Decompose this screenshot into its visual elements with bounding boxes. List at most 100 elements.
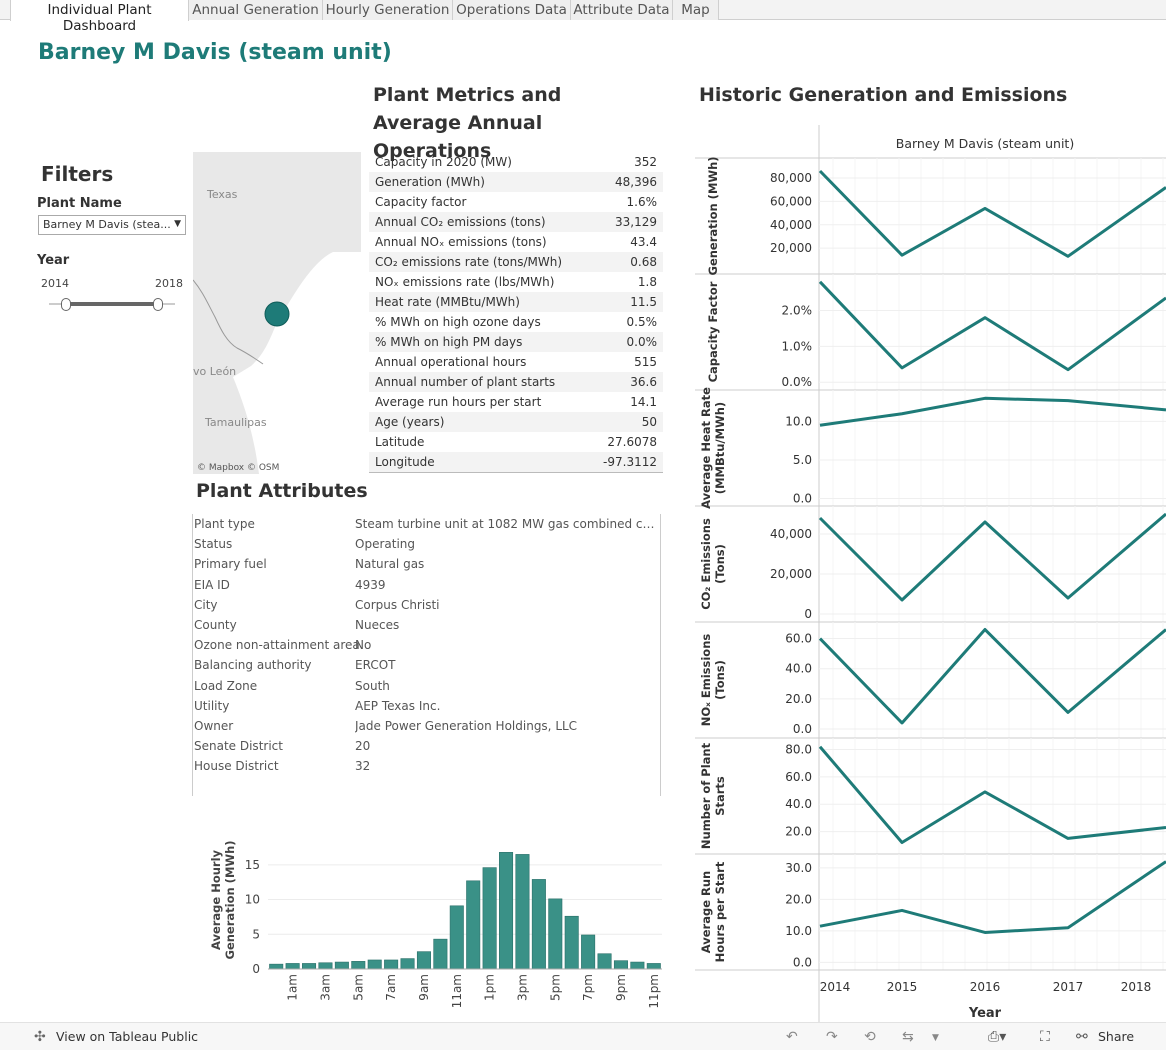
attribute-value: Jade Power Generation Holdings, LLC xyxy=(355,718,578,733)
share-icon[interactable]: ⚯ xyxy=(1076,1029,1088,1045)
y-tick-label: 10 xyxy=(245,893,260,907)
y-axis-label: Average HourlyGeneration (MWh) xyxy=(209,840,237,959)
more-chevron-icon[interactable]: ▼ xyxy=(932,1033,939,1043)
x-tick-label: 9am xyxy=(417,974,431,1001)
tab-individual-plant-dashboard[interactable]: Individual Plant Dashboard xyxy=(10,0,189,34)
hour-bar[interactable] xyxy=(449,905,464,970)
year-slider-max-handle[interactable] xyxy=(153,298,163,311)
refresh-icon[interactable]: ⇆ xyxy=(902,1029,914,1045)
plant-location-map[interactable]: Texas vo León Tamaulipas © Mapbox © OSM xyxy=(193,152,361,474)
series-line[interactable] xyxy=(818,169,1166,258)
hour-bar[interactable] xyxy=(630,961,645,970)
chevron-down-icon: ▼ xyxy=(174,219,181,229)
hour-bar[interactable] xyxy=(646,963,661,970)
attribute-label: Status xyxy=(194,537,233,552)
metric-label: Annual CO₂ emissions (tons) xyxy=(375,215,546,229)
tab-hourly-generation[interactable]: Hourly Generation xyxy=(323,0,453,20)
attribute-label: Primary fuel xyxy=(194,557,267,572)
attribute-row: Status Operating xyxy=(193,534,660,554)
revert-icon[interactable]: ⟲ xyxy=(864,1029,876,1045)
y-tick-label: 0.0% xyxy=(782,375,813,389)
x-tick-label: 7pm xyxy=(581,974,595,1001)
plant-name-dropdown[interactable]: Barney M Davis (stea... ▼ xyxy=(38,215,186,235)
hour-bar[interactable] xyxy=(269,963,284,970)
series-line[interactable] xyxy=(819,396,1166,427)
metric-label: Annual operational hours xyxy=(375,355,527,369)
share-button[interactable]: Share xyxy=(1098,1029,1135,1044)
metric-value: 1.8 xyxy=(637,275,657,289)
redo-icon[interactable]: ↷ xyxy=(826,1029,838,1045)
tab-attribute-data[interactable]: Attribute Data xyxy=(571,0,673,20)
y-tick-label: 10.0 xyxy=(785,414,812,428)
panel-y-label-line: (MMBtu/MWh) xyxy=(713,402,727,494)
x-tick-label: 2016 xyxy=(970,980,1001,994)
metric-value: 352 xyxy=(634,155,657,169)
attribute-label: Senate District xyxy=(194,739,283,754)
hour-bar[interactable] xyxy=(384,959,399,970)
hour-bar[interactable] xyxy=(302,963,317,970)
series-line[interactable] xyxy=(818,512,1166,602)
hour-bar[interactable] xyxy=(482,867,497,970)
y-tick-label: 40,000 xyxy=(770,218,812,232)
hour-bar[interactable] xyxy=(351,961,366,970)
undo-icon[interactable]: ↶ xyxy=(786,1029,798,1045)
map-label-tamaulipas: Tamaulipas xyxy=(204,416,267,429)
year-slider-min-handle[interactable] xyxy=(61,298,71,311)
y-tick-label: 60.0 xyxy=(785,770,812,784)
series-line[interactable] xyxy=(818,628,1166,725)
download-icon[interactable]: ⎙▾ xyxy=(988,1029,1007,1045)
metric-value: 0.68 xyxy=(630,255,657,269)
hour-bar[interactable] xyxy=(466,880,481,970)
attribute-row: Senate District 20 xyxy=(193,736,660,756)
metric-row: Longitude -97.3112 xyxy=(369,452,663,472)
hour-bar[interactable] xyxy=(400,958,415,970)
hour-bar[interactable] xyxy=(334,961,349,970)
attribute-row: Plant type Steam turbine unit at 1082 MW … xyxy=(193,514,661,534)
metric-label: CO₂ emissions rate (tons/MWh) xyxy=(375,255,563,269)
plant-location-marker[interactable] xyxy=(264,301,290,327)
series-line[interactable] xyxy=(818,745,1166,845)
x-tick-label: 1pm xyxy=(483,974,497,1001)
tab-operations-data[interactable]: Operations Data xyxy=(453,0,571,20)
y-tick-label: 10.0 xyxy=(785,924,812,938)
map-canvas: Texas vo León Tamaulipas © Mapbox © OSM xyxy=(193,152,361,474)
hour-bar[interactable] xyxy=(515,854,530,970)
hour-bar[interactable] xyxy=(285,963,300,970)
hour-bar[interactable] xyxy=(564,915,579,970)
hour-bar[interactable] xyxy=(433,938,448,970)
hour-bar[interactable] xyxy=(548,898,563,970)
hour-bar[interactable] xyxy=(613,960,628,970)
view-on-tableau-link[interactable]: View on Tableau Public xyxy=(56,1029,199,1044)
x-axis-label: Year xyxy=(968,1006,1002,1021)
y-tick-label: 20.0 xyxy=(785,892,812,906)
fullscreen-icon[interactable]: ⛶ xyxy=(1040,1029,1050,1045)
hour-bar[interactable] xyxy=(416,951,431,970)
attributes-title: Plant Attributes xyxy=(196,480,368,502)
metric-row: Annual operational hours 515 xyxy=(369,352,663,372)
y-tick-label: 40,000 xyxy=(770,527,812,541)
attribute-row: Owner Jade Power Generation Holdings, LLC xyxy=(193,716,660,736)
y-tick-label: 0 xyxy=(804,607,812,621)
series-line[interactable] xyxy=(819,860,1166,934)
series-line[interactable] xyxy=(818,280,1166,372)
plant-name-label: Plant Name xyxy=(37,196,122,211)
metric-label: Average run hours per start xyxy=(375,395,542,409)
panel-y-label: Generation (MWh) xyxy=(706,156,720,275)
page-title: Barney M Davis (steam unit) xyxy=(38,40,392,65)
attributes-table: Plant type Steam turbine unit at 1082 MW … xyxy=(192,514,661,796)
hour-bar[interactable] xyxy=(499,852,514,970)
hour-bar[interactable] xyxy=(318,962,333,970)
metric-value: 50 xyxy=(641,415,657,429)
hour-bar[interactable] xyxy=(597,953,612,970)
map-water xyxy=(233,252,361,474)
panel-y-label: Number of PlantStarts xyxy=(699,742,727,849)
metric-label: % MWh on high ozone days xyxy=(375,315,541,329)
tab-annual-generation[interactable]: Annual Generation xyxy=(189,0,323,20)
metric-value: 0.5% xyxy=(626,315,658,329)
x-tick-label: 2017 xyxy=(1053,980,1084,994)
hour-bar[interactable] xyxy=(581,934,596,970)
hour-bar[interactable] xyxy=(367,959,382,970)
tab-map[interactable]: Map xyxy=(673,0,719,20)
tab-bar: Individual Plant Dashboard Annual Genera… xyxy=(0,0,1166,34)
hour-bar[interactable] xyxy=(531,879,546,970)
